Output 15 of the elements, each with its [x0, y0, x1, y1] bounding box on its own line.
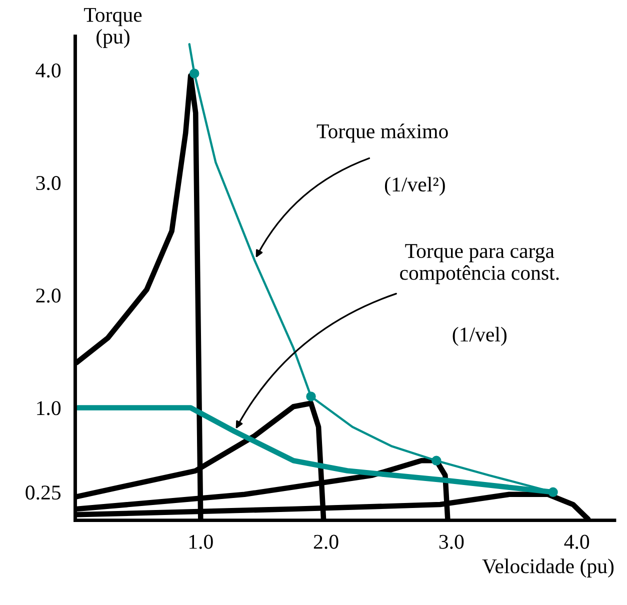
y-tick-label: 1.0 — [37, 401, 61, 416]
x-axis-title: Velocidade (pu) — [482, 558, 614, 578]
y-tick-label: 0.25 — [26, 486, 61, 500]
x-tick-label: 3.0 — [439, 534, 464, 549]
annotation: (1/vel) — [452, 326, 507, 346]
y-tick-label: 4.0 — [36, 63, 61, 78]
y-axis-title: Torque (pu) — [84, 8, 142, 48]
annotation: Torque máximo — [316, 124, 448, 143]
annotation: (1/vel²) — [384, 176, 445, 196]
x-tick-label: 4.0 — [564, 534, 590, 549]
x-tick-label: 1.0 — [189, 534, 213, 549]
y-tick-label: 2.0 — [36, 288, 61, 303]
x-tick-label: 2.0 — [314, 534, 338, 549]
y-tick-label: 3.0 — [36, 176, 61, 190]
annotation: Torque para carga compotência const. — [400, 244, 559, 284]
